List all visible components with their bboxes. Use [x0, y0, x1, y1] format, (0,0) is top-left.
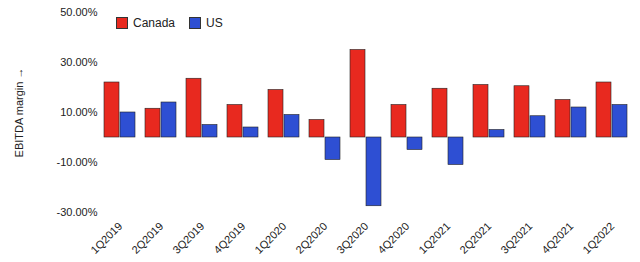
- svg-text:2Q2019: 2Q2019: [129, 220, 165, 256]
- svg-text:1Q2019: 1Q2019: [88, 220, 124, 256]
- svg-text:2Q2021: 2Q2021: [457, 220, 493, 256]
- svg-text:4Q2021: 4Q2021: [539, 220, 575, 256]
- svg-text:10.00%: 10.00%: [60, 106, 98, 118]
- svg-text:EBITDA margin →: EBITDA margin →: [13, 68, 25, 158]
- svg-text:2Q2020: 2Q2020: [293, 220, 329, 256]
- svg-text:1Q2021: 1Q2021: [416, 220, 452, 256]
- svg-text:3Q2019: 3Q2019: [170, 220, 206, 256]
- svg-text:4Q2019: 4Q2019: [211, 220, 247, 256]
- svg-text:3Q2020: 3Q2020: [334, 220, 370, 256]
- svg-text:3Q2021: 3Q2021: [498, 220, 534, 256]
- svg-text:-10.00%: -10.00%: [57, 156, 98, 168]
- html-text:Canada: Canada: [133, 16, 175, 30]
- svg-text:1Q2020: 1Q2020: [252, 220, 288, 256]
- html-text:US: US: [206, 16, 223, 30]
- svg-text:1Q2022: 1Q2022: [580, 220, 616, 256]
- svg-text:30.00%: 30.00%: [60, 56, 98, 68]
- svg-text:4Q2020: 4Q2020: [375, 220, 411, 256]
- svg-text:-30.00%: -30.00%: [57, 206, 98, 218]
- svg-text:50.00%: 50.00%: [60, 6, 98, 18]
